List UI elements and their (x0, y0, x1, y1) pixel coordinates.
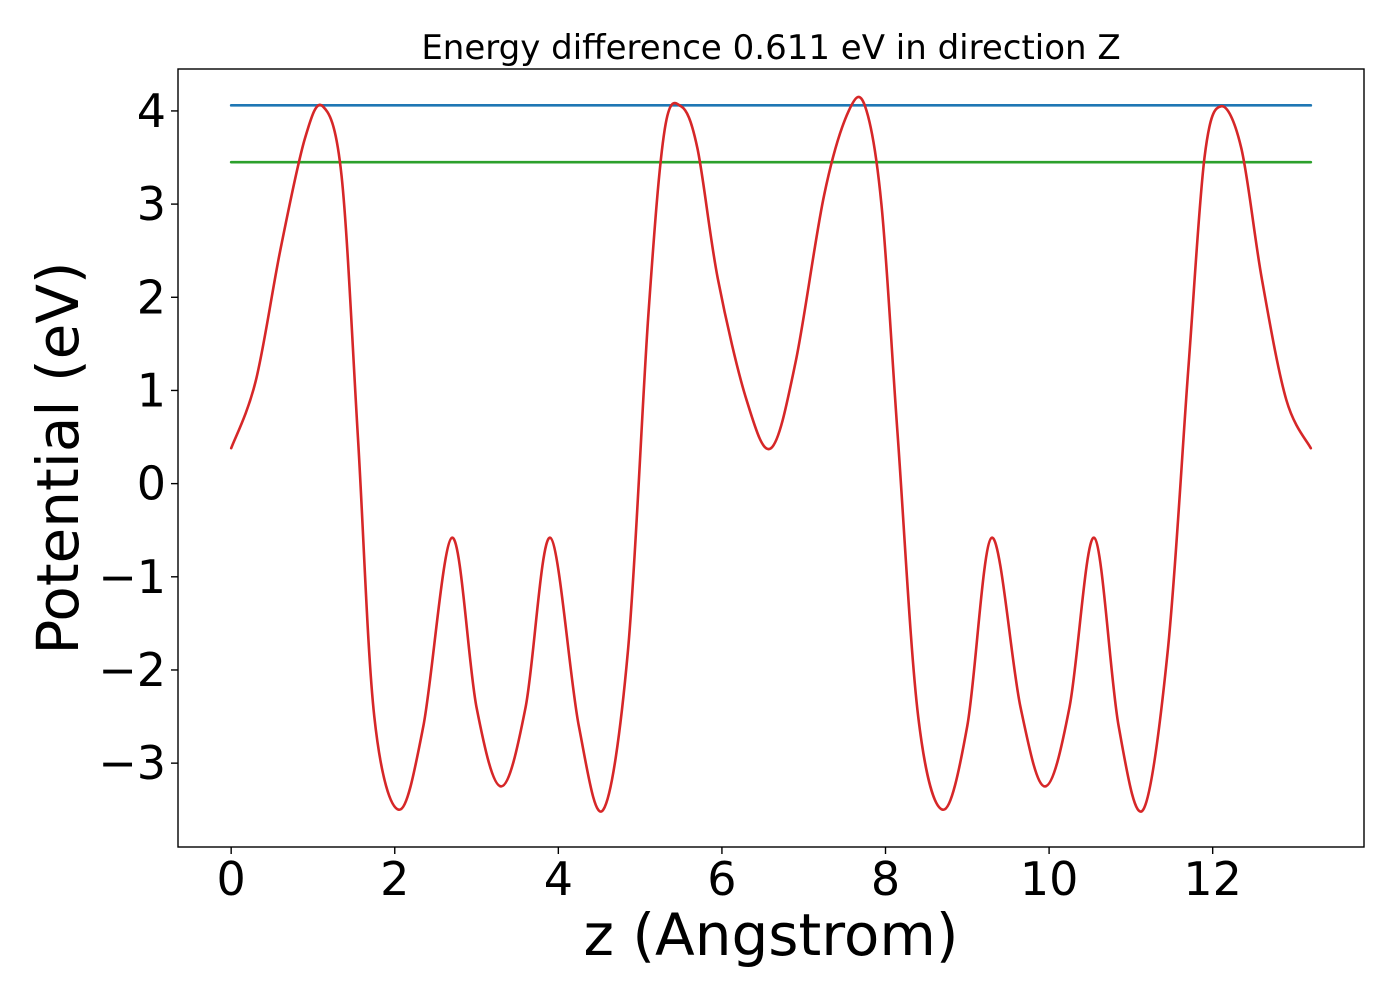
x-tick-label: 10 (1020, 852, 1079, 906)
y-tick-label: −3 (98, 736, 166, 790)
series-line-planar-averaged-potential (229, 95, 1313, 813)
chart-title: Energy difference 0.611 eV in direction … (421, 28, 1120, 68)
y-tick-label: 2 (137, 270, 166, 324)
y-tick-label: −2 (98, 643, 166, 697)
x-tick-label: 2 (380, 852, 409, 906)
x-axis-label: z (Angstrom) (584, 901, 959, 969)
x-axis-ticks: 0 2 4 6 8 10 12 (217, 847, 1242, 906)
series-layer (229, 95, 1313, 813)
y-axis-label: Potential (eV) (24, 261, 92, 654)
y-tick-label: 0 (137, 457, 166, 511)
y-tick-label: 4 (137, 84, 166, 138)
y-tick-label: 1 (137, 363, 166, 417)
y-tick-label: 3 (137, 177, 166, 231)
x-tick-label: 6 (707, 852, 736, 906)
x-tick-label: 8 (871, 852, 900, 906)
y-tick-label: −1 (98, 550, 166, 604)
x-tick-label: 12 (1183, 852, 1242, 906)
y-axis-ticks: −3 −2 −1 0 1 2 3 4 (98, 84, 178, 790)
x-tick-label: 0 (217, 852, 246, 906)
plot-frame (177, 68, 1365, 848)
x-tick-label: 4 (544, 852, 573, 906)
